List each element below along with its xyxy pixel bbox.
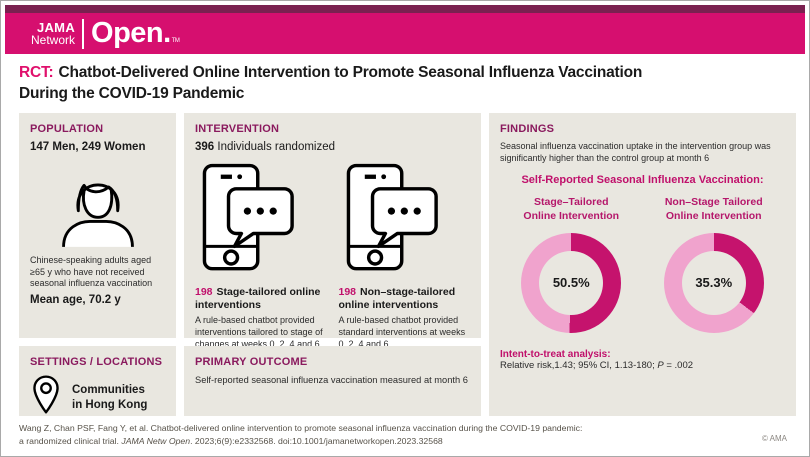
donut-value: 50.5% <box>552 275 590 291</box>
copyright-notice: © AMA <box>761 434 787 443</box>
citation-line-1: Wang Z, Chan PSF, Fang Y, et al. Chatbot… <box>19 423 583 433</box>
logo-divider <box>82 18 85 49</box>
population-counts: 147 Men, 249 Women <box>30 141 146 153</box>
donut-chart-non-stage-tailored: 35.3% <box>663 232 764 333</box>
title-line-2: During the COVID-19 Pandemic <box>19 84 245 102</box>
logo-jama-text: JAMA <box>36 20 76 35</box>
donut-group-label: Non–Stage Tailored Online Intervention <box>664 196 763 222</box>
primary-outcome-header: PRIMARY OUTCOME <box>195 356 308 368</box>
arm-title: 198 Stage-tailored online interventions <box>195 286 321 312</box>
primary-outcome-description: Self-reported seasonal influenza vaccina… <box>195 375 468 385</box>
findings-chart-title: Self-Reported Seasonal Influenza Vaccina… <box>521 174 764 187</box>
person-icon <box>30 161 165 249</box>
intervention-header: INTERVENTION <box>195 123 280 135</box>
population-header: POPULATION <box>30 123 104 135</box>
settings-panel: SETTINGS / LOCATIONS Communities in Hong… <box>19 346 176 416</box>
title-line-1: RCT: Chatbot-Delivered Online Interventio… <box>19 64 643 81</box>
donut-value: 35.3% <box>695 275 733 291</box>
masthead: JAMA Network Open.TM <box>5 13 805 54</box>
citation: Wang Z, Chan PSF, Fang Y, et al. Chatbot… <box>19 422 719 447</box>
chatbot-phone-icon <box>201 163 327 278</box>
trademark-symbol: TM <box>171 38 180 44</box>
analysis-label: Intent-to-treat analysis: <box>500 348 611 360</box>
intent-to-treat-analysis: Intent-to-treat analysis: Relative risk,… <box>500 349 785 371</box>
arm-non-stage-tailored: 198 Non–stage-tailored online interventio… <box>339 161 471 350</box>
population-panel: POPULATION 147 Men, 249 Women Chinese-sp… <box>19 113 176 338</box>
intervention-panel: INTERVENTION 396 Individuals randomized <box>184 113 481 349</box>
arm-description: A rule-based chatbot provided standard i… <box>338 315 466 349</box>
arm-stage-tailored: 198 Stage-tailored online interventions A… <box>195 161 327 350</box>
chatbot-phone-icon <box>345 163 471 278</box>
arm-title: 198 Non–stage-tailored online interventio… <box>338 286 456 312</box>
population-description: Chinese-speaking adults aged ≥65 y who h… <box>30 255 153 289</box>
journal-name: JAMA Netw Open <box>121 435 191 446</box>
randomized-line: 396 Individuals randomized <box>195 141 336 153</box>
citation-line-2: a randomized clinical trial. JAMA Netw O… <box>19 435 443 446</box>
primary-outcome-panel: PRIMARY OUTCOME Self-reported seasonal i… <box>184 346 481 416</box>
findings-panel: FINDINGS Seasonal influenza vaccination … <box>489 113 796 416</box>
population-mean-age: Mean age, 70.2 y <box>30 294 121 307</box>
findings-header: FINDINGS <box>500 123 555 135</box>
logo-network-text: Network <box>31 33 76 47</box>
map-pin-icon <box>30 374 62 421</box>
donut-group-label: Stage–Tailored Online Intervention <box>523 196 620 222</box>
arm-description: A rule-based chatbot provided interventi… <box>195 315 323 349</box>
top-accent-strip <box>5 5 805 13</box>
findings-summary: Seasonal influenza vaccination uptake in… <box>500 141 771 163</box>
donut-group-non-stage-tailored: Non–Stage Tailored Online Intervention 3… <box>644 196 784 333</box>
donut-group-stage-tailored: Stage–Tailored Online Intervention 50.5% <box>501 196 641 333</box>
settings-location: Communities in Hong Kong <box>72 384 148 411</box>
logo-open-text: Open. <box>91 17 171 49</box>
donut-chart-stage-tailored: 50.5% <box>521 232 622 333</box>
jama-network-open-logo: JAMA Network Open.TM <box>31 17 180 49</box>
analysis-value: Relative risk,1.43; 95% CI, 1.13-180; P … <box>500 359 694 371</box>
page-title: RCT: Chatbot-Delivered Online Interventio… <box>19 63 799 105</box>
rct-tag: RCT: <box>19 64 54 81</box>
settings-header: SETTINGS / LOCATIONS <box>30 356 163 368</box>
